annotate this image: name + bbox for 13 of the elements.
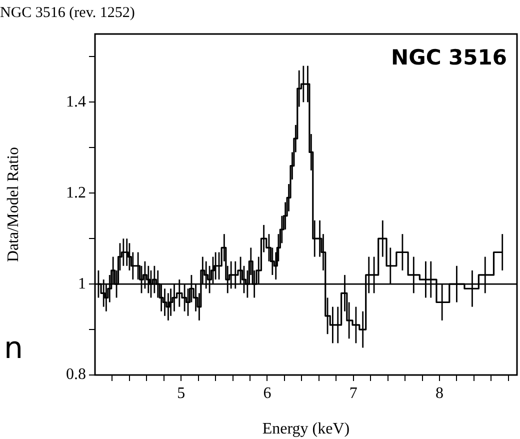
x-tick-label: 8 (435, 384, 444, 402)
y-axis-title: Data/Model Ratio (4, 146, 22, 262)
x-tick-label: 5 (177, 384, 186, 402)
y-tick-label: 0.8 (66, 366, 86, 384)
y-tick-label: 1.2 (66, 184, 86, 202)
text: n (4, 330, 24, 366)
annotation: NGC 3516 (391, 45, 507, 70)
x-tick-label: 7 (349, 384, 358, 402)
y-tick-label: 1.4 (66, 93, 86, 110)
x-tick-label: 6 (263, 384, 272, 402)
y-tick-label: 1 (78, 275, 86, 292)
x-axis-title: Energy (keV) (262, 420, 350, 438)
chart-title: NGC 3516 (rev. 1252) (0, 4, 135, 21)
